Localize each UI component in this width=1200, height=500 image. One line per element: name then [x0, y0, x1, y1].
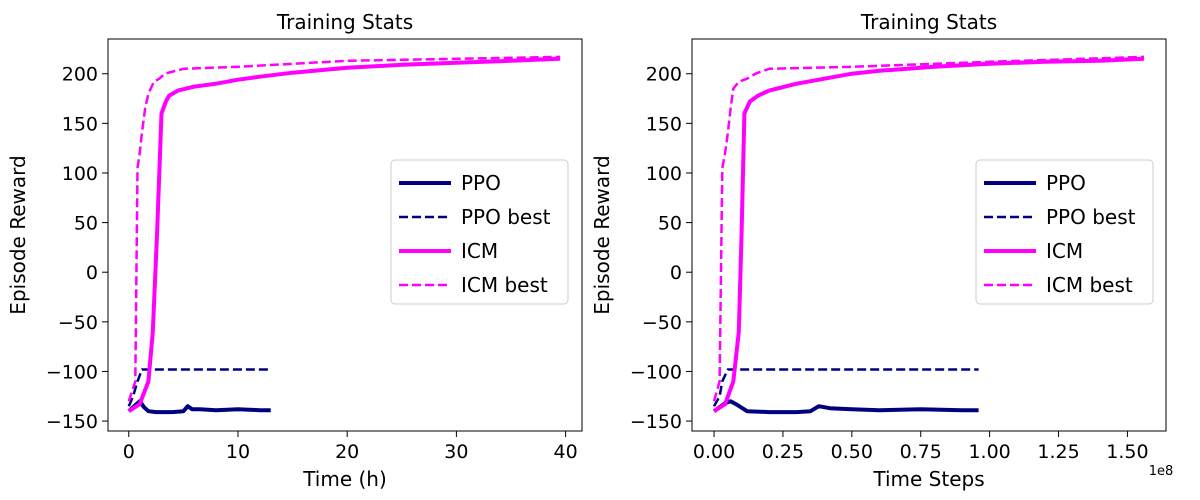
- x-tick-label: 0.75: [900, 441, 942, 463]
- x-offset-text: 1e8: [1149, 464, 1174, 479]
- y-axis-label: Episode Reward: [590, 155, 614, 314]
- series-group: [127, 55, 561, 415]
- axes-frame: [691, 38, 1167, 432]
- legend-entry: ICM: [1046, 239, 1083, 263]
- x-tick-label: 40: [554, 441, 578, 463]
- chart-panel-left: 0 10 20 30 40 −150 −100 −50 0 50 100 150 200 Training…: [6, 10, 583, 491]
- series-line-ppo: [127, 399, 271, 415]
- y-tick-label: 50: [658, 213, 682, 235]
- y-tick-label: 0: [670, 262, 682, 284]
- legend-entry: PPO best: [1046, 205, 1136, 229]
- y-tick-label: 150: [646, 113, 682, 135]
- y-tick-label: −50: [642, 312, 682, 334]
- legend-entry: PPO: [1046, 171, 1086, 195]
- axes-frame: [107, 38, 583, 432]
- series-line-icm: [712, 56, 1145, 413]
- x-tick-label: 10: [226, 441, 250, 463]
- legend-entry: PPO best: [461, 205, 551, 229]
- legend: PPO PPO best ICM ICM best: [975, 159, 1154, 305]
- y-tick-label: 100: [62, 163, 98, 185]
- series-line-icm: [127, 56, 561, 413]
- series-group: [712, 55, 1145, 415]
- legend-entry: ICM: [461, 239, 498, 263]
- series-line-ppo: [712, 399, 979, 415]
- x-tick-label: 1.25: [1037, 441, 1079, 463]
- y-tick-label: 50: [74, 213, 98, 235]
- y-axis-label: Episode Reward: [6, 155, 30, 314]
- y-tick-label: −50: [58, 312, 98, 334]
- x-tick-label: 0.00: [693, 441, 735, 463]
- y-tick-label: −150: [46, 411, 98, 433]
- legend-box: [390, 159, 569, 305]
- y-tick-label: 0: [86, 262, 98, 284]
- series-line-ppo-best: [712, 368, 979, 407]
- x-tick-label: 1.50: [1106, 441, 1148, 463]
- chart-title: Training Stats: [860, 10, 997, 34]
- y-tick-label: 200: [646, 64, 682, 86]
- chart-panel-right: 0.00 0.25 0.50 0.75 1.00 1.25 1.50 −150 −100 −50 0…: [590, 10, 1173, 491]
- legend-entry: PPO: [461, 171, 501, 195]
- legend-entry: ICM best: [1046, 273, 1133, 297]
- y-tick-label: −100: [630, 361, 682, 383]
- y-tick-label: −100: [46, 361, 98, 383]
- legend-entry: ICM best: [461, 273, 548, 297]
- chart-title: Training Stats: [276, 10, 413, 34]
- legend-box: [975, 159, 1154, 305]
- series-line-icm-best: [127, 55, 561, 402]
- x-tick-label: 1.00: [968, 441, 1010, 463]
- y-tick-label: 200: [62, 64, 98, 86]
- y-tick-label: −150: [630, 411, 682, 433]
- legend: PPO PPO best ICM ICM best: [390, 159, 569, 305]
- x-tick-label: 30: [444, 441, 468, 463]
- y-tick-label: 100: [646, 163, 682, 185]
- x-axis-label: Time (h): [302, 467, 387, 491]
- x-tick-label: 0: [123, 441, 135, 463]
- x-tick-label: 0.25: [762, 441, 804, 463]
- y-tick-label: 150: [62, 113, 98, 135]
- series-line-icm-best: [712, 55, 1145, 402]
- series-line-ppo-best: [127, 368, 271, 407]
- x-axis-label: Time Steps: [872, 467, 984, 491]
- x-tick-label: 0.50: [831, 441, 873, 463]
- x-tick-label: 20: [335, 441, 359, 463]
